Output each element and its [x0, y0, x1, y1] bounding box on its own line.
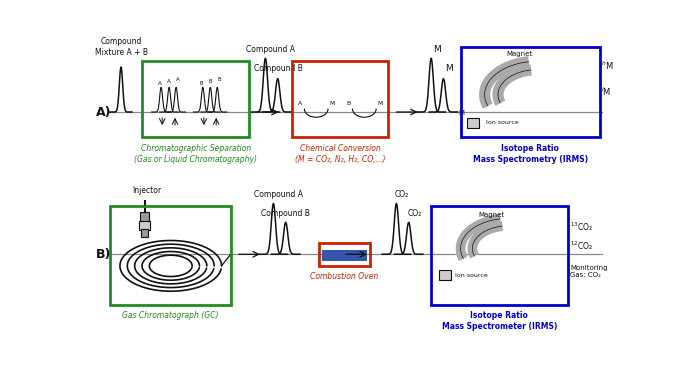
FancyBboxPatch shape [467, 118, 479, 128]
Text: B: B [217, 77, 221, 81]
Text: Magnet: Magnet [506, 51, 533, 57]
Text: Injector: Injector [132, 186, 161, 195]
Text: CO₂: CO₂ [395, 190, 409, 199]
Text: Monitoring
Gas: CO₂: Monitoring Gas: CO₂ [570, 265, 608, 279]
Text: $^{13}$CO₂: $^{13}$CO₂ [570, 221, 593, 233]
Text: Compound B: Compound B [262, 209, 310, 218]
Text: Compound A: Compound A [246, 45, 295, 54]
Text: B): B) [96, 248, 111, 261]
Text: Compound A: Compound A [254, 190, 304, 199]
Text: Ion source: Ion source [455, 273, 488, 277]
Text: Gas Chromatograph (GC): Gas Chromatograph (GC) [122, 311, 219, 320]
Text: B: B [208, 79, 212, 84]
Text: A: A [298, 101, 302, 106]
Text: Combustion Oven: Combustion Oven [310, 272, 378, 280]
Text: Chromatographic Separation
(Gas or Liquid Chromatography): Chromatographic Separation (Gas or Liqui… [135, 144, 257, 164]
Text: A: A [167, 79, 171, 84]
Text: M: M [445, 64, 453, 73]
FancyBboxPatch shape [140, 212, 149, 222]
FancyBboxPatch shape [440, 270, 451, 280]
Text: B: B [346, 101, 351, 106]
Text: B: B [199, 81, 203, 86]
FancyBboxPatch shape [322, 250, 367, 256]
Text: Compound B: Compound B [255, 64, 303, 73]
Text: CO₂: CO₂ [408, 209, 422, 218]
Text: A: A [157, 81, 161, 86]
Text: Ion source: Ion source [486, 120, 518, 125]
Text: A: A [176, 77, 179, 81]
Text: Magnet: Magnet [479, 211, 504, 218]
Text: $^h$M: $^h$M [601, 59, 613, 72]
Text: $^l$M: $^l$M [601, 86, 611, 98]
Text: M: M [377, 101, 383, 106]
Text: Isotope Ratio
Mass Spectrometry (IRMS): Isotope Ratio Mass Spectrometry (IRMS) [473, 144, 588, 164]
FancyBboxPatch shape [141, 229, 148, 238]
Text: M: M [459, 110, 464, 116]
Text: M: M [433, 45, 440, 54]
FancyBboxPatch shape [322, 255, 367, 261]
Text: Compound
Mixture A + B: Compound Mixture A + B [95, 37, 148, 57]
FancyBboxPatch shape [139, 221, 150, 230]
Text: $^{12}$CO₂: $^{12}$CO₂ [570, 239, 593, 252]
Text: M: M [330, 101, 335, 106]
Text: A): A) [96, 106, 111, 118]
Text: Chemical Conversion
(M = CO₂, N₂, H₂, CO,...): Chemical Conversion (M = CO₂, N₂, H₂, CO… [295, 144, 386, 164]
Text: Isotope Ratio
Mass Spectrometer (IRMS): Isotope Ratio Mass Spectrometer (IRMS) [442, 311, 557, 331]
